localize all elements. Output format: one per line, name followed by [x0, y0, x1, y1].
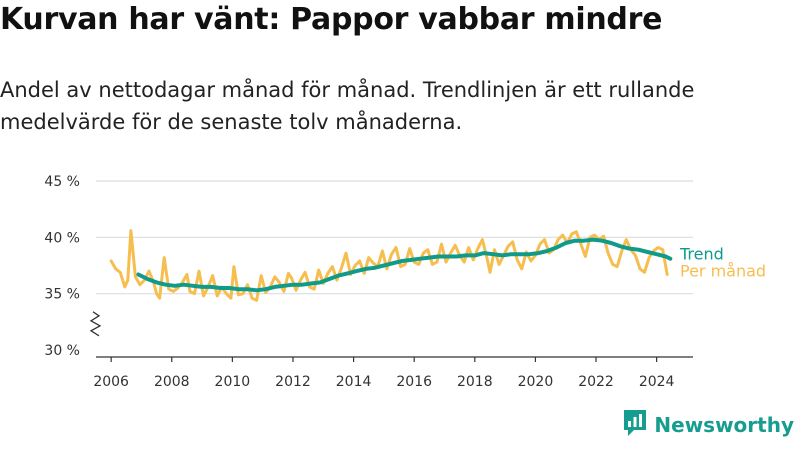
axes: 30 % 35 % 40 % 45 % 2006 2008 2010 2012 2014 2016… [44, 174, 693, 390]
chart-title: Kurvan har vänt: Pappor vabbar mindre [0, 2, 663, 37]
chart-subtitle: Andel av nettodagar månad för månad. Tre… [0, 78, 695, 134]
series-label-trend: Trend [679, 245, 724, 264]
axis-break-icon [89, 311, 102, 337]
x-tick-label: 2020 [518, 374, 554, 390]
x-tick-label: 2022 [578, 374, 614, 390]
x-tick-label: 2024 [639, 374, 675, 390]
x-tick-label: 2014 [336, 374, 372, 390]
newsworthy-bar-chart-icon [622, 408, 648, 442]
y-tick-label: 40 % [44, 230, 80, 246]
x-tick-label: 2012 [275, 374, 311, 390]
y-tick-label: 45 % [44, 174, 80, 190]
y-tick-label: 30 % [44, 343, 80, 359]
series-line-per-manad [109, 229, 669, 302]
x-tick-label: 2018 [457, 374, 493, 390]
x-tick-label: 2016 [396, 374, 432, 390]
y-tick-label: 35 % [44, 287, 80, 303]
newsworthy-logo: Newsworthy [622, 408, 794, 442]
series-label-per-manad: Per månad [680, 262, 766, 281]
brand-name: Newsworthy [654, 413, 794, 437]
series-line-trend [136, 237, 673, 293]
x-tick-label: 2006 [93, 374, 129, 390]
x-tick-label: 2010 [215, 374, 251, 390]
x-tick-label: 2008 [154, 374, 190, 390]
series-lines [109, 229, 673, 302]
